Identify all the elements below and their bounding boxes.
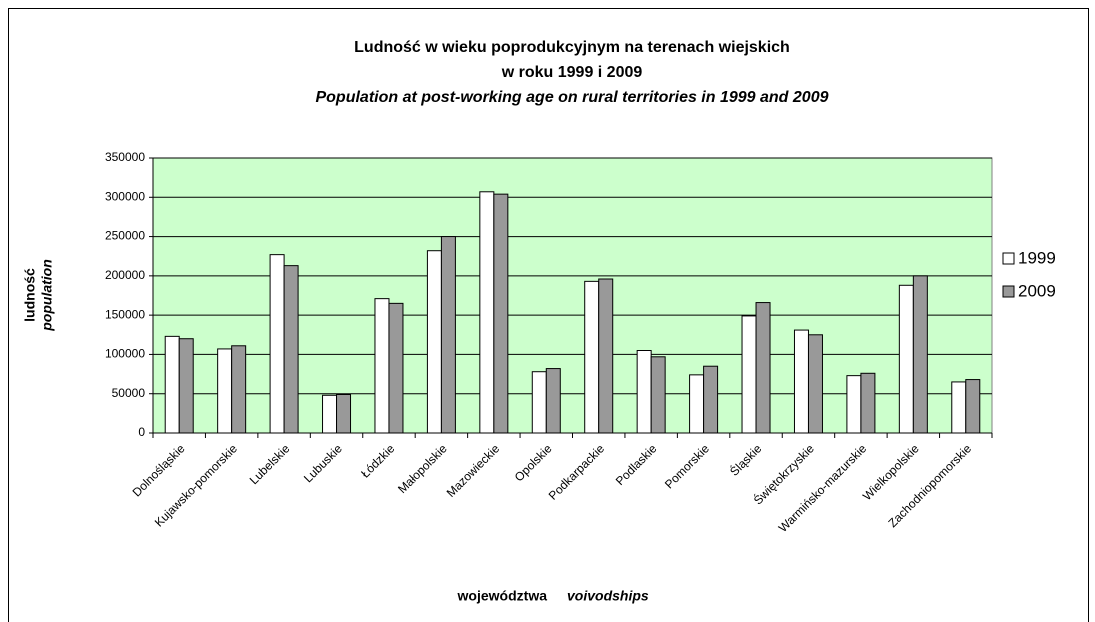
bar — [479, 191, 495, 434]
bar — [374, 298, 390, 434]
bar — [440, 236, 456, 434]
y-tick-label: 350000 — [105, 150, 145, 164]
bar — [846, 375, 862, 434]
y-tick-label: 150000 — [105, 307, 145, 321]
bar — [741, 315, 757, 434]
bar — [217, 348, 233, 434]
y-tick-label: 50000 — [112, 386, 146, 400]
chart-subtitle: Population at post-working age on rural … — [315, 89, 828, 106]
bar — [545, 368, 561, 434]
bar — [598, 278, 614, 434]
y-tick-label: 200000 — [105, 268, 145, 282]
y-axis-label: population — [39, 259, 55, 332]
bar — [531, 371, 547, 434]
bar — [951, 381, 967, 434]
chart-title: Ludność w wieku poprodukcyjnym na terena… — [354, 39, 790, 56]
bar — [689, 374, 705, 434]
legend-label: 2009 — [1018, 281, 1056, 300]
bar — [793, 329, 809, 434]
y-tick-label: 0 — [138, 425, 145, 439]
chart-title: w roku 1999 i 2009 — [501, 64, 643, 81]
legend-swatch — [1002, 252, 1015, 265]
legend-swatch — [1002, 285, 1015, 298]
bar — [269, 254, 285, 434]
y-tick-label: 250000 — [105, 229, 145, 243]
bar — [231, 345, 247, 434]
bar — [860, 372, 876, 434]
y-tick-label: 100000 — [105, 347, 145, 361]
bar — [426, 250, 442, 434]
bar — [178, 338, 194, 434]
y-tick-label: 300000 — [105, 189, 145, 203]
bar — [322, 394, 338, 434]
bar — [493, 193, 509, 434]
bar — [965, 379, 981, 434]
bar — [283, 265, 299, 434]
bar — [755, 302, 771, 434]
y-axis-label: ludność — [22, 268, 38, 322]
bar — [388, 302, 404, 434]
bar — [336, 394, 352, 434]
bar — [650, 356, 666, 434]
bar — [584, 280, 600, 434]
bar — [807, 334, 823, 434]
x-axis-label: województwa — [457, 588, 548, 604]
bar — [912, 275, 928, 434]
x-axis-label: voivodships — [567, 588, 649, 604]
bar — [164, 335, 180, 434]
bar — [703, 365, 719, 434]
bar — [898, 284, 914, 434]
legend-label: 1999 — [1018, 248, 1056, 267]
bar — [636, 350, 652, 434]
